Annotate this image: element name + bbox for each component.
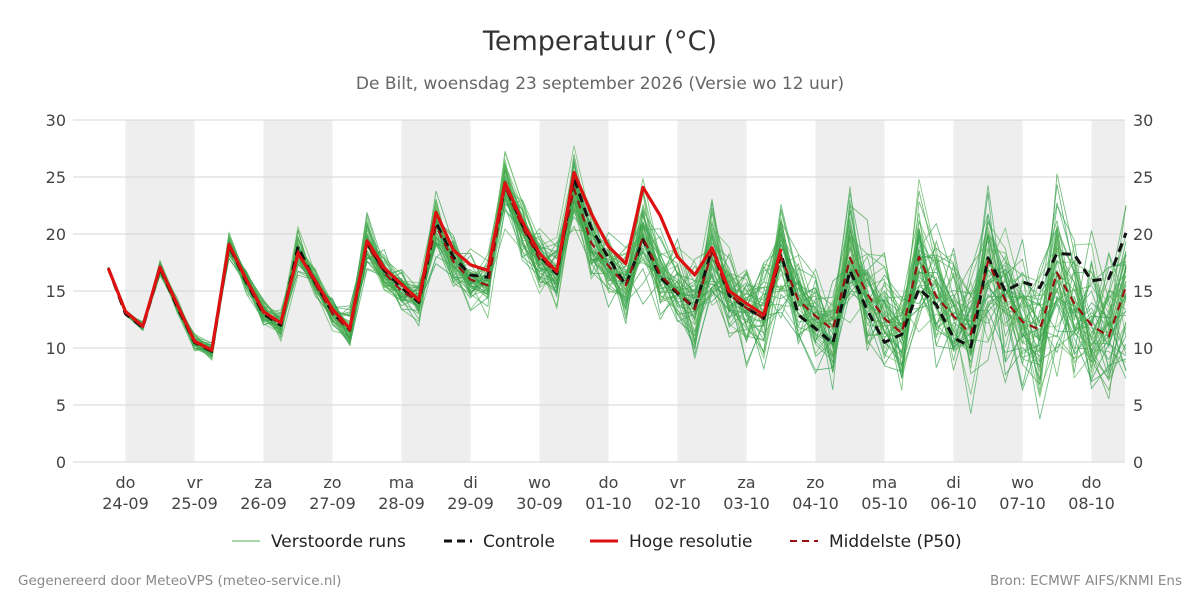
y-tick-label: 0 xyxy=(56,453,66,472)
y-axis-left: 0 5 10 15 20 25 30 xyxy=(46,111,66,472)
x-tick-day: do xyxy=(599,473,619,492)
x-tick-date: 01-10 xyxy=(585,494,632,513)
ensemble-run-line xyxy=(107,196,1127,352)
x-tick-date: 07-10 xyxy=(999,494,1046,513)
x-tick-day: do xyxy=(116,473,136,492)
x-tick-date: 28-09 xyxy=(378,494,425,513)
series-line-hoge-resolutie xyxy=(106,170,783,352)
ensemble-run-line xyxy=(107,180,1127,382)
x-tick-date: 27-09 xyxy=(309,494,356,513)
x-tick-day: ma xyxy=(389,473,414,492)
y-tick-label: 30 xyxy=(1133,111,1153,130)
x-axis: do 24-09 vr 25-09 za 26-09 zo 27-09 ma 28-09 di 29-… xyxy=(102,473,1115,513)
x-tick-day: wo xyxy=(1011,473,1034,492)
y-tick-label: 20 xyxy=(1133,225,1153,244)
legend-item-verstoorde-runs: Verstoorde runs xyxy=(232,532,406,552)
legend-label-controle: Controle xyxy=(483,532,555,552)
x-tick-day: za xyxy=(737,473,755,492)
x-tick-day: di xyxy=(463,473,478,492)
x-tick-day: di xyxy=(946,473,961,492)
y-tick-label: 5 xyxy=(56,396,66,415)
ensemble-run-line xyxy=(107,162,1127,395)
x-tick-day: vr xyxy=(186,473,202,492)
y-tick-label: 10 xyxy=(1133,339,1153,358)
main-series xyxy=(106,170,1128,353)
x-tick-day: ma xyxy=(872,473,897,492)
series-line-middelste-p50 xyxy=(107,185,1128,352)
ensemble-run-line xyxy=(107,199,1127,420)
x-tick-date: 29-09 xyxy=(447,494,494,513)
x-tick-day: vr xyxy=(669,473,685,492)
ensemble-run-line xyxy=(107,169,1127,392)
x-tick-date: 24-09 xyxy=(102,494,149,513)
legend-label-middelste: Middelste (P50) xyxy=(829,532,962,552)
x-tick-date: 25-09 xyxy=(171,494,218,513)
x-tick-day: zo xyxy=(323,473,341,492)
x-tick-day: do xyxy=(1082,473,1102,492)
ensemble-run-line xyxy=(107,189,1127,366)
footer-source: Bron: ECMWF AIFS/KNMI Ens xyxy=(990,573,1182,589)
y-tick-label: 15 xyxy=(1133,282,1153,301)
legend-item-controle: Controle xyxy=(444,532,555,552)
x-tick-date: 30-09 xyxy=(516,494,563,513)
x-tick-date: 08-10 xyxy=(1068,494,1115,513)
legend-item-hoge-resolutie: Hoge resolutie xyxy=(590,532,753,552)
y-tick-label: 15 xyxy=(46,282,66,301)
x-tick-date: 02-10 xyxy=(654,494,701,513)
y-tick-label: 0 xyxy=(1133,453,1143,472)
y-tick-label: 25 xyxy=(46,168,66,187)
legend-label-hoge-resolutie: Hoge resolutie xyxy=(629,532,753,552)
legend: Verstoorde runs Controle Hoge resolutie … xyxy=(232,532,962,552)
chart-subtitle: De Bilt, woensdag 23 september 2026 (Ver… xyxy=(356,74,844,94)
footer-generated-by: Gegenereerd door MeteoVPS (meteo-service… xyxy=(18,573,341,589)
x-tick-date: 03-10 xyxy=(723,494,770,513)
chart-title: Temperatuur (°C) xyxy=(482,26,717,57)
y-axis-right: 0 5 10 15 20 25 30 xyxy=(1133,111,1153,472)
legend-item-middelste: Middelste (P50) xyxy=(790,532,962,552)
y-tick-label: 5 xyxy=(1133,396,1143,415)
y-tick-label: 20 xyxy=(46,225,66,244)
y-tick-label: 10 xyxy=(46,339,66,358)
x-tick-date: 04-10 xyxy=(792,494,839,513)
x-tick-day: wo xyxy=(528,473,551,492)
x-tick-day: zo xyxy=(806,473,824,492)
y-gridlines xyxy=(73,119,1125,463)
x-tick-date: 26-09 xyxy=(240,494,287,513)
x-tick-date: 05-10 xyxy=(861,494,908,513)
legend-label-verstoorde-runs: Verstoorde runs xyxy=(271,532,406,552)
x-tick-day: za xyxy=(254,473,272,492)
x-tick-date: 06-10 xyxy=(930,494,977,513)
y-tick-label: 25 xyxy=(1133,168,1153,187)
y-tick-label: 30 xyxy=(46,111,66,130)
series-line-controle xyxy=(106,176,1128,353)
